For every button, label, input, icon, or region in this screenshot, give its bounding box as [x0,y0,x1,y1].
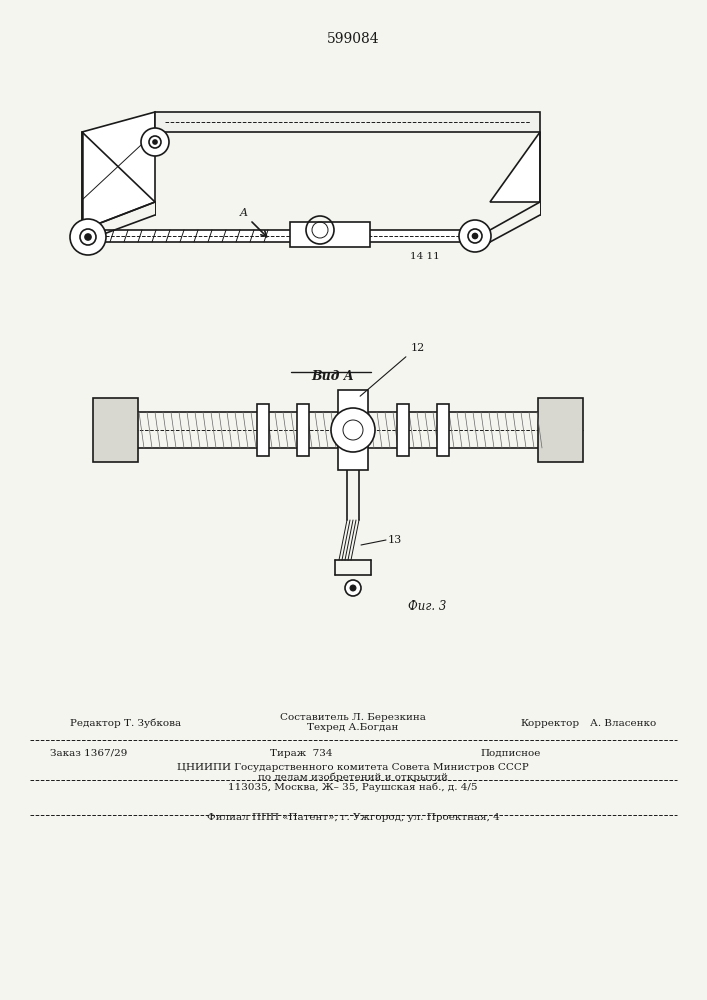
Circle shape [350,585,356,591]
Text: А. Власенко: А. Власенко [590,719,656,728]
Text: 13: 13 [388,535,402,545]
Text: Заказ 1367/29: Заказ 1367/29 [50,749,127,758]
Bar [93,398,138,462]
Polygon shape [490,132,540,202]
Text: Фиг. 3: Фиг. 3 [408,600,446,613]
Bar [290,222,370,247]
Bar [297,404,309,456]
Polygon shape [155,112,540,132]
Circle shape [153,140,157,144]
Text: 14 11: 14 11 [410,252,440,261]
Text: 113035, Москва, Ж– 35, Раушская наб., д. 4/5: 113035, Москва, Ж– 35, Раушская наб., д.… [228,782,478,792]
Circle shape [459,220,491,252]
Text: ЦНИИПИ Государственного комитета Совета Министров СССР: ЦНИИПИ Государственного комитета Совета … [177,763,529,772]
Circle shape [70,219,106,255]
Polygon shape [82,112,155,230]
Text: Вид A: Вид A [312,370,354,383]
Bar [437,404,449,456]
Text: по делам изобретений и открытий: по делам изобретений и открытий [258,772,448,782]
Text: Редактор Т. Зубкова: Редактор Т. Зубкова [70,718,181,728]
Text: 599084: 599084 [327,32,380,46]
Bar [338,390,368,470]
Circle shape [85,234,91,240]
Text: Техред А.Богдан: Техред А.Богдан [308,723,399,732]
Text: Составитель Л. Березкина: Составитель Л. Березкина [280,713,426,722]
Circle shape [345,580,361,596]
Circle shape [141,128,169,156]
Text: Корректор: Корректор [520,719,579,728]
Text: Филиал ППП «Патент», г. Ужгород, ул. Проектная, 4: Филиал ППП «Патент», г. Ужгород, ул. Про… [206,813,499,822]
Text: Тираж  734: Тираж 734 [270,749,332,758]
Bar [397,404,409,456]
Text: A: A [240,208,248,218]
Text: Подписное: Подписное [480,749,540,758]
Bar [257,404,269,456]
Bar [538,398,583,462]
Text: 12: 12 [411,343,425,353]
Circle shape [472,233,477,238]
Polygon shape [82,230,490,242]
Circle shape [331,408,375,452]
